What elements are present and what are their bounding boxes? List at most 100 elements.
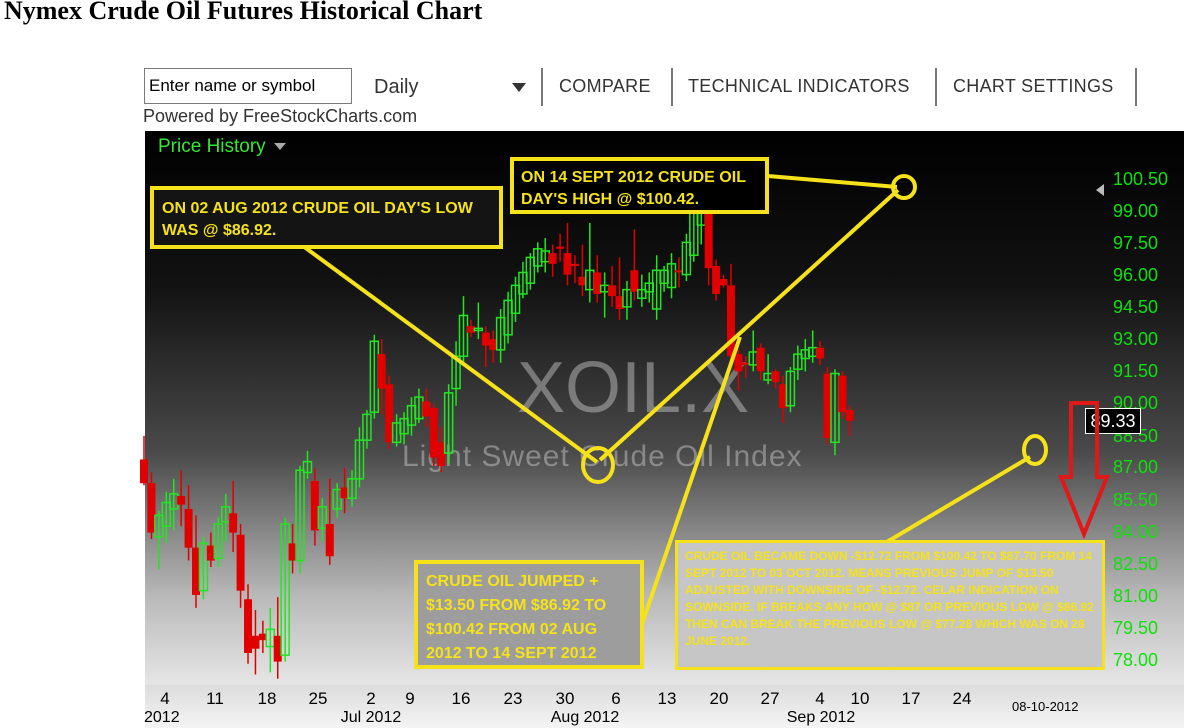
candle-body [177, 496, 186, 505]
candle [712, 259, 721, 301]
interval-select[interactable]: Daily [360, 68, 532, 106]
candle-body [310, 481, 319, 531]
candle [251, 610, 260, 675]
candle [556, 233, 565, 262]
year-label: 2012 [144, 709, 180, 726]
search-input[interactable] [144, 68, 352, 104]
candle-body [280, 523, 290, 656]
candle [741, 356, 750, 378]
y-tick-label: 85.50 [1113, 490, 1159, 510]
candle [399, 412, 409, 445]
candle-body [399, 417, 409, 435]
candle-body [489, 339, 498, 350]
candle [525, 253, 536, 290]
candle-body [845, 410, 854, 421]
candle-body [332, 488, 342, 510]
candle [140, 435, 148, 486]
x-tick-label: 9 [405, 689, 415, 708]
highlight-circle [891, 174, 917, 200]
technical-indicators-button[interactable]: TECHNICAL INDICATORS [688, 76, 910, 96]
candle [206, 532, 215, 567]
x-tick-label: 4 [815, 689, 825, 708]
candle [778, 375, 787, 423]
chevron-down-icon [512, 83, 526, 92]
x-tick-label: 17 [901, 689, 921, 708]
candle-body [466, 326, 475, 333]
candle-body [816, 347, 825, 359]
x-tick-label: 18 [257, 689, 277, 708]
x-tick-label: 20 [709, 689, 729, 708]
x-axis-strip [145, 685, 1184, 728]
candle [325, 478, 334, 565]
price-marker-icon [1096, 184, 1104, 196]
candle [615, 257, 624, 320]
candle [288, 524, 297, 574]
y-tick-label: 91.50 [1113, 361, 1159, 381]
down-arrow-icon [1058, 401, 1110, 540]
toolbar-divider [671, 68, 673, 106]
candle-body [377, 354, 386, 389]
highlight-circle [1022, 434, 1048, 466]
annotation-line [301, 244, 599, 464]
candle [719, 274, 728, 288]
candle-body [198, 542, 209, 592]
candle [785, 367, 796, 413]
candle-body [556, 246, 565, 249]
candle-body [756, 347, 765, 372]
candle-body [525, 256, 536, 284]
candle [578, 244, 587, 297]
candle-body [354, 439, 365, 480]
candle-body [719, 278, 728, 286]
candle-body [593, 272, 602, 294]
candle-body [244, 599, 253, 653]
candle-body [793, 353, 803, 370]
compare-button[interactable]: COMPARE [559, 76, 651, 96]
candle-body [681, 241, 692, 276]
candle [280, 517, 290, 662]
candle-body [503, 299, 513, 336]
candle [845, 405, 854, 436]
x-month-label: Aug 2012 [550, 709, 620, 726]
candle [593, 255, 602, 303]
candle [213, 517, 224, 567]
chart-settings-button[interactable]: CHART SETTINGS [953, 76, 1114, 96]
annotation-jump: CRUDE OIL JUMPED + $13.50 FROM $86.92 TO… [414, 560, 644, 669]
x-tick-label: 30 [555, 689, 575, 708]
candle [651, 255, 662, 320]
y-tick-label: 100.50 [1113, 169, 1169, 189]
candle [354, 427, 365, 488]
candle [273, 597, 282, 679]
candle [681, 233, 692, 282]
candle-body [630, 270, 639, 292]
candle-body [615, 296, 624, 309]
candle [458, 296, 469, 365]
x-tick-label: 6 [611, 689, 621, 708]
candle-body [622, 288, 632, 308]
candle [177, 470, 186, 527]
candle [548, 244, 557, 277]
candle [622, 281, 632, 320]
candle-body [302, 460, 313, 474]
candle [147, 472, 156, 540]
price-history-label: Price History [158, 136, 266, 157]
candle [726, 263, 735, 370]
x-tick-label: 13 [657, 689, 677, 708]
annotation-line [767, 174, 898, 189]
y-tick-label: 87.00 [1113, 457, 1159, 477]
candle-body [771, 371, 780, 383]
candle-body [251, 635, 260, 649]
candle [184, 485, 193, 561]
candle-body [785, 370, 796, 407]
candle [198, 536, 209, 600]
chevron-down-icon [273, 143, 286, 151]
candle-body [273, 635, 282, 662]
candle-body [734, 354, 743, 372]
price-history-dropdown[interactable]: Price History [158, 136, 286, 158]
x-tick-label: 27 [760, 689, 780, 708]
candle [332, 483, 342, 518]
candle [347, 470, 357, 507]
candle-body [295, 469, 305, 562]
x-tick-label: 16 [451, 689, 471, 708]
